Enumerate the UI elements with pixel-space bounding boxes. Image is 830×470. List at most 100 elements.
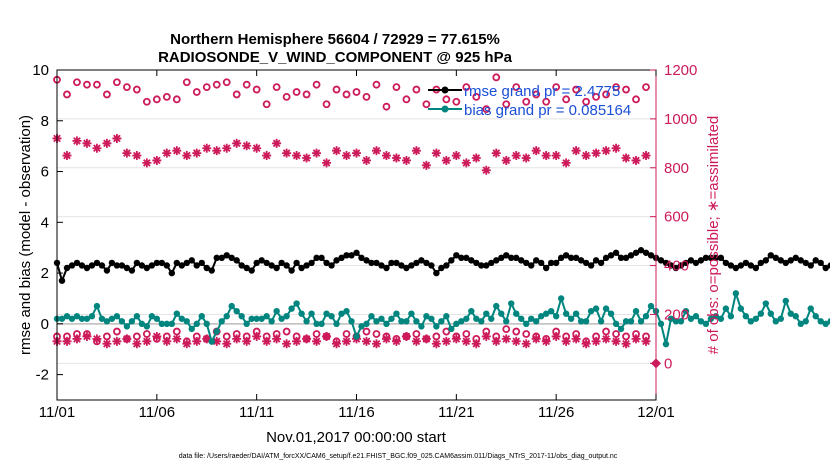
assimilated-marker (451, 334, 461, 344)
rmse-marker (243, 264, 250, 272)
bias-marker (787, 310, 794, 317)
bias-marker (198, 313, 205, 320)
possible-marker (282, 92, 291, 101)
possible-marker (502, 325, 511, 334)
rmse-marker (468, 257, 475, 264)
rmse-marker (113, 262, 121, 269)
rmse-marker (592, 257, 600, 264)
rmse-marker (88, 262, 96, 269)
rmse-marker (812, 257, 819, 264)
assimilated-marker (601, 334, 611, 344)
assimilated-marker (152, 155, 162, 165)
rmse-marker (542, 264, 550, 272)
assimilated-marker (82, 331, 92, 341)
possible-marker (212, 80, 221, 89)
possible-marker (592, 92, 600, 101)
assimilated-marker (501, 155, 511, 165)
bias-marker (368, 313, 375, 320)
rmse-marker (752, 264, 760, 272)
bias-marker (687, 315, 695, 322)
rmse-marker (178, 262, 185, 269)
possible-marker (522, 330, 531, 338)
rmse-marker (363, 257, 370, 264)
bias-marker (458, 318, 465, 325)
rmse-marker (268, 262, 275, 269)
bias-marker (433, 323, 440, 330)
bias-marker (438, 318, 445, 325)
rmse-marker (253, 259, 260, 267)
rmse-marker (343, 252, 350, 259)
bias-marker (662, 340, 670, 348)
y2-axis-label: # of obs: o=possible; ∗=assimilated (705, 116, 722, 355)
possible-marker (522, 97, 531, 106)
bias-marker (83, 315, 91, 322)
assimilated-marker (142, 158, 152, 168)
rmse-marker (772, 254, 779, 262)
bias-marker (607, 310, 615, 317)
bias-marker (637, 318, 645, 325)
rmse-marker (198, 259, 205, 267)
bias-marker (737, 305, 745, 312)
rmse-marker (707, 254, 715, 262)
bias-marker (108, 315, 116, 322)
rmse-marker (123, 264, 131, 272)
assimilated-marker (641, 336, 651, 346)
assimilated-marker (611, 143, 621, 153)
assimilated-marker (641, 151, 651, 161)
rmse-marker (158, 259, 166, 267)
rmse-marker (657, 257, 665, 264)
bias-marker (408, 310, 415, 317)
possible-marker (322, 100, 331, 109)
plot-area-frame (56, 69, 657, 401)
bias-marker (73, 313, 81, 320)
rmse-marker (378, 262, 385, 269)
possible-marker (172, 95, 181, 104)
possible-marker (242, 80, 251, 89)
bias-marker (58, 315, 66, 322)
rmse-marker (453, 252, 460, 259)
bias-marker (68, 315, 76, 322)
rmse-marker (722, 259, 730, 267)
bias-marker (193, 320, 200, 328)
bias-marker (478, 318, 485, 325)
legend-bias-label: bias grand pr = 0.085164 (464, 102, 631, 119)
rmse-marker (617, 254, 625, 262)
assimilated-marker (332, 339, 342, 349)
bias-marker (488, 315, 495, 322)
rmse-marker (792, 254, 799, 262)
rmse-marker (672, 264, 680, 272)
possible-marker (362, 92, 371, 101)
rmse-marker (338, 254, 345, 262)
bias-marker (243, 320, 250, 328)
rmse-marker (353, 249, 360, 256)
rmse-marker (278, 259, 285, 267)
rmse-marker (747, 262, 755, 269)
y-tick-label: 10 (32, 62, 49, 79)
rmse-marker (303, 262, 310, 269)
possible-marker (142, 330, 151, 338)
rmse-marker (448, 257, 455, 264)
rmse-marker (248, 267, 255, 274)
bias-marker (582, 318, 590, 325)
bias-marker (383, 320, 390, 328)
rmse-bias-series (53, 247, 830, 348)
rmse-marker (463, 254, 470, 262)
possible-marker (372, 80, 381, 89)
x-tick-label: 11/21 (438, 404, 474, 421)
rmse-marker (533, 257, 540, 264)
rmse-marker (493, 257, 500, 264)
rmse-marker (637, 247, 645, 254)
assimilated-marker (222, 143, 232, 153)
assimilated-marker (272, 138, 282, 148)
x-tick-label: 12/01 (637, 404, 675, 421)
possible-marker (442, 327, 451, 336)
bias-marker (358, 323, 365, 330)
rmse-marker (697, 257, 705, 264)
rmse-marker (348, 252, 355, 259)
bias-marker (203, 320, 210, 328)
assimilated-marker (192, 148, 202, 158)
bias-marker (657, 320, 665, 328)
assimilated-marker (92, 334, 102, 344)
possible-marker (152, 95, 161, 104)
bias-marker (812, 313, 819, 320)
